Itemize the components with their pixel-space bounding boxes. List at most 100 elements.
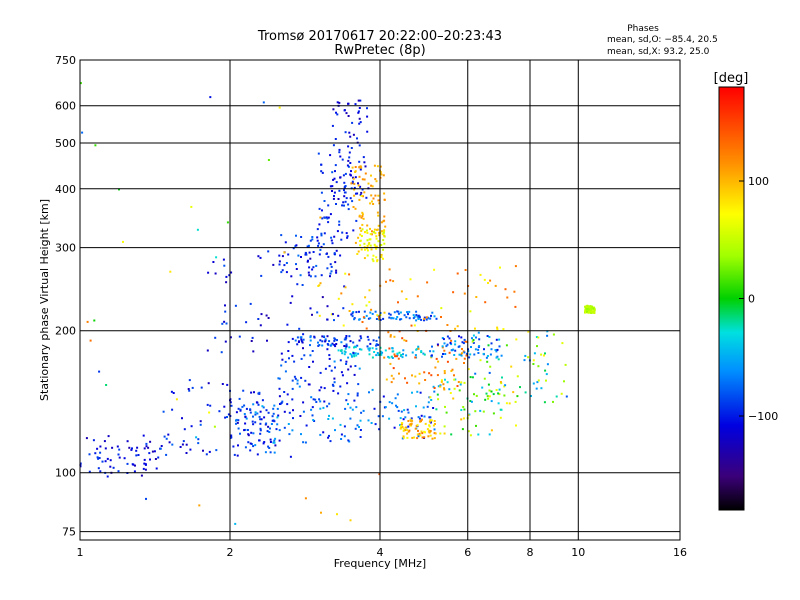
data-point [373, 407, 376, 410]
data-point [487, 282, 489, 284]
data-point [417, 314, 420, 317]
data-point [188, 389, 191, 392]
data-point [389, 335, 392, 338]
data-point [130, 448, 133, 451]
data-point [404, 416, 407, 419]
data-point [195, 436, 198, 439]
data-point [478, 338, 481, 341]
data-point [357, 99, 360, 102]
data-point [309, 307, 312, 310]
data-point [515, 338, 518, 341]
data-point [241, 405, 244, 408]
data-point [396, 316, 399, 318]
data-point [477, 331, 480, 334]
data-point [142, 434, 145, 437]
data-point [345, 335, 348, 337]
data-point [450, 343, 453, 346]
data-point [420, 350, 423, 353]
data-point [320, 163, 323, 166]
data-point [408, 429, 411, 432]
data-point [546, 330, 549, 333]
data-point [370, 422, 373, 424]
data-point [410, 417, 413, 420]
data-point [560, 392, 563, 395]
data-point [396, 352, 399, 355]
data-point [366, 247, 368, 250]
data-point [460, 381, 463, 384]
data-point [360, 248, 363, 251]
data-point [314, 398, 317, 401]
data-point [502, 328, 505, 331]
data-point [407, 430, 410, 433]
data-point [295, 234, 297, 237]
data-point [252, 423, 255, 426]
data-point [318, 344, 321, 346]
data-point [403, 409, 406, 412]
data-point [353, 373, 356, 376]
data-point [328, 434, 330, 437]
data-point [363, 178, 366, 181]
data-point [360, 191, 363, 194]
data-point [353, 182, 356, 185]
data-point [357, 182, 359, 185]
data-point [384, 349, 387, 352]
data-point [183, 428, 186, 431]
data-point [336, 101, 339, 104]
data-point [372, 197, 375, 200]
data-point [151, 450, 154, 453]
data-point [277, 414, 280, 417]
data-point [432, 407, 435, 409]
data-point [402, 435, 405, 438]
data-point [321, 335, 324, 338]
data-point [503, 385, 506, 388]
data-point [262, 406, 265, 409]
data-point [397, 312, 400, 315]
data-point [318, 314, 321, 317]
data-point [326, 267, 329, 270]
data-point [388, 312, 391, 315]
data-point [207, 382, 210, 385]
data-point [243, 429, 246, 432]
data-point [319, 248, 322, 251]
data-point [537, 365, 540, 368]
data-point [220, 351, 223, 354]
data-point [420, 414, 423, 417]
data-point [340, 371, 343, 374]
data-point [417, 435, 420, 438]
data-point [208, 450, 211, 453]
data-point [137, 454, 140, 456]
data-point [196, 228, 199, 231]
data-point [402, 418, 405, 421]
data-point [545, 373, 548, 376]
data-point [460, 418, 463, 421]
data-point [309, 344, 311, 347]
data-point [149, 458, 151, 461]
data-point [486, 360, 489, 363]
data-point [147, 446, 150, 449]
data-point [79, 82, 82, 85]
data-point [378, 428, 381, 431]
data-point [368, 242, 371, 245]
data-point [338, 220, 341, 223]
data-point [456, 272, 459, 275]
data-point [490, 342, 493, 345]
data-point [320, 234, 323, 237]
data-point [371, 388, 374, 391]
data-point [347, 165, 350, 168]
data-point [162, 410, 165, 413]
data-point [463, 408, 466, 411]
data-point [86, 320, 89, 323]
data-point [348, 151, 351, 154]
stats-heading: Phases [627, 24, 659, 34]
data-point [350, 147, 353, 149]
data-point [485, 392, 488, 395]
data-point [377, 224, 380, 227]
data-point [303, 354, 306, 357]
data-point [430, 354, 433, 357]
data-point [343, 181, 346, 184]
data-point [332, 197, 335, 200]
data-point [98, 370, 101, 373]
data-point [349, 353, 352, 355]
data-point [347, 203, 350, 206]
data-point [189, 448, 192, 451]
